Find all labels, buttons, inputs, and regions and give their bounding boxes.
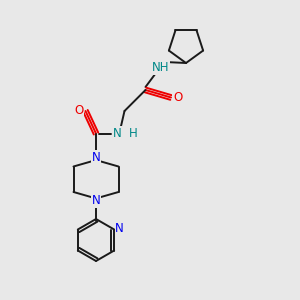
Text: H: H	[129, 127, 138, 140]
Text: N: N	[92, 194, 100, 208]
Text: O: O	[173, 91, 182, 104]
Text: N: N	[92, 151, 100, 164]
Text: O: O	[74, 104, 83, 118]
Text: N: N	[115, 221, 124, 235]
Text: N: N	[112, 127, 122, 140]
Text: NH: NH	[152, 61, 169, 74]
